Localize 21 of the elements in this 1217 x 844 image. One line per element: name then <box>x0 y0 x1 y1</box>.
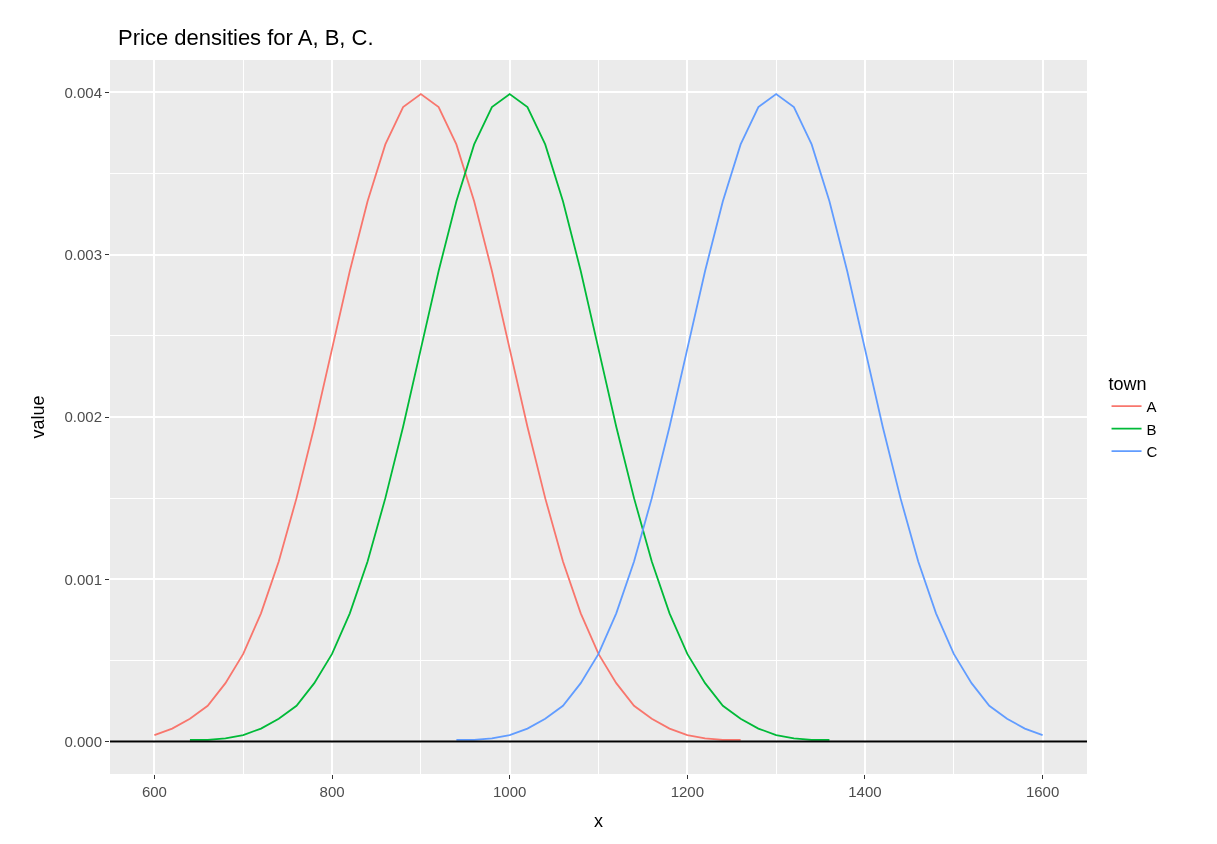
x-axis-title: x <box>594 811 603 832</box>
x-tick-label: 1000 <box>492 783 527 800</box>
line-series <box>153 93 742 741</box>
chart-title: Price densities for A, B, C. <box>118 24 374 50</box>
y-tick-label: 0.003 <box>64 245 102 263</box>
y-tick-label: 0.000 <box>64 732 102 750</box>
x-tick-label: 1600 <box>1025 783 1060 800</box>
line-series <box>189 93 831 741</box>
legend-label: C <box>1146 443 1158 460</box>
y-tick-label: 0.002 <box>64 408 102 426</box>
legend-label: A <box>1146 398 1157 415</box>
line-series <box>455 93 1044 741</box>
y-axis-title: value <box>27 395 48 439</box>
x-tick-label: 600 <box>141 783 167 800</box>
x-tick-label: 800 <box>319 783 345 800</box>
y-tick-label: 0.001 <box>64 570 102 588</box>
x-tick-label: 1200 <box>670 783 705 800</box>
legend-label: B <box>1146 420 1157 438</box>
y-tick-label: 0.004 <box>64 83 102 101</box>
legend-title: town <box>1108 373 1147 394</box>
x-tick-label: 1400 <box>848 783 882 800</box>
